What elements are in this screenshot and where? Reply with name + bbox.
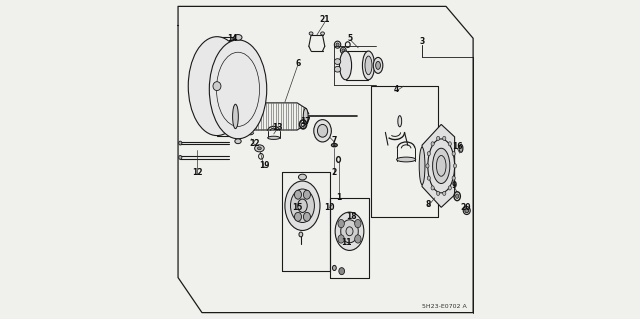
Ellipse shape — [459, 144, 463, 152]
Ellipse shape — [303, 108, 308, 125]
Ellipse shape — [235, 139, 241, 144]
Text: 11: 11 — [341, 238, 351, 247]
Ellipse shape — [443, 136, 446, 140]
Ellipse shape — [334, 59, 340, 64]
Text: 14: 14 — [227, 34, 237, 43]
Ellipse shape — [294, 212, 301, 221]
Ellipse shape — [338, 235, 344, 243]
Ellipse shape — [448, 142, 451, 146]
Ellipse shape — [419, 147, 425, 184]
Ellipse shape — [338, 219, 344, 228]
Text: 18: 18 — [347, 212, 357, 221]
Ellipse shape — [188, 37, 246, 136]
Ellipse shape — [465, 208, 468, 213]
Ellipse shape — [232, 104, 238, 129]
Ellipse shape — [431, 186, 434, 190]
Text: 17: 17 — [300, 117, 311, 126]
Ellipse shape — [448, 186, 451, 190]
Ellipse shape — [428, 176, 430, 180]
Text: 12: 12 — [192, 168, 202, 177]
Ellipse shape — [333, 144, 335, 146]
Ellipse shape — [209, 40, 267, 139]
Ellipse shape — [452, 176, 455, 180]
Ellipse shape — [362, 51, 374, 80]
Ellipse shape — [433, 148, 450, 183]
Text: 8: 8 — [426, 200, 431, 209]
Ellipse shape — [303, 190, 310, 199]
Ellipse shape — [453, 164, 456, 168]
Text: 2: 2 — [332, 168, 337, 177]
Ellipse shape — [436, 191, 440, 196]
Ellipse shape — [342, 49, 345, 52]
Ellipse shape — [334, 66, 340, 72]
Ellipse shape — [428, 152, 430, 156]
Ellipse shape — [213, 82, 221, 91]
Ellipse shape — [257, 147, 261, 150]
Ellipse shape — [303, 212, 310, 221]
Ellipse shape — [426, 164, 429, 168]
Ellipse shape — [298, 174, 307, 180]
Ellipse shape — [314, 120, 332, 142]
Ellipse shape — [431, 142, 434, 146]
Text: 6: 6 — [295, 59, 300, 68]
Ellipse shape — [298, 199, 307, 212]
Ellipse shape — [376, 61, 380, 70]
Ellipse shape — [456, 194, 459, 198]
Ellipse shape — [355, 219, 361, 228]
Ellipse shape — [355, 235, 361, 243]
Text: 1: 1 — [336, 193, 341, 202]
Text: 10: 10 — [324, 203, 335, 212]
Ellipse shape — [452, 152, 455, 156]
Ellipse shape — [436, 136, 440, 140]
Text: 4: 4 — [394, 85, 399, 94]
Ellipse shape — [397, 157, 416, 162]
Text: 3: 3 — [419, 37, 425, 46]
Text: 5: 5 — [348, 34, 353, 43]
Text: 13: 13 — [272, 123, 282, 132]
Text: 20: 20 — [460, 203, 470, 212]
Polygon shape — [422, 124, 454, 207]
Ellipse shape — [339, 51, 351, 80]
Text: 9: 9 — [451, 181, 456, 189]
Ellipse shape — [294, 190, 301, 199]
Text: 19: 19 — [259, 161, 269, 170]
Ellipse shape — [285, 181, 320, 230]
Ellipse shape — [309, 32, 313, 35]
Ellipse shape — [317, 124, 328, 137]
Ellipse shape — [179, 141, 182, 145]
Ellipse shape — [339, 268, 344, 275]
Ellipse shape — [268, 136, 280, 139]
Text: 21: 21 — [319, 15, 330, 24]
Ellipse shape — [436, 155, 446, 176]
Ellipse shape — [365, 56, 372, 75]
Text: 15: 15 — [292, 203, 303, 212]
Text: 5H23-E0702 A: 5H23-E0702 A — [422, 304, 467, 309]
Ellipse shape — [255, 145, 264, 152]
Text: 7: 7 — [332, 136, 337, 145]
Ellipse shape — [332, 265, 336, 271]
Ellipse shape — [291, 189, 314, 223]
Ellipse shape — [336, 43, 339, 47]
Ellipse shape — [398, 115, 402, 127]
Ellipse shape — [463, 207, 470, 214]
Ellipse shape — [321, 32, 324, 35]
Text: 22: 22 — [250, 139, 260, 148]
Ellipse shape — [443, 191, 446, 196]
Ellipse shape — [299, 232, 303, 237]
Text: 16: 16 — [452, 142, 463, 151]
Ellipse shape — [373, 57, 383, 73]
Ellipse shape — [346, 227, 353, 236]
Ellipse shape — [234, 34, 242, 40]
Ellipse shape — [335, 212, 364, 250]
Ellipse shape — [428, 139, 454, 193]
Ellipse shape — [179, 156, 182, 160]
Ellipse shape — [340, 220, 358, 243]
